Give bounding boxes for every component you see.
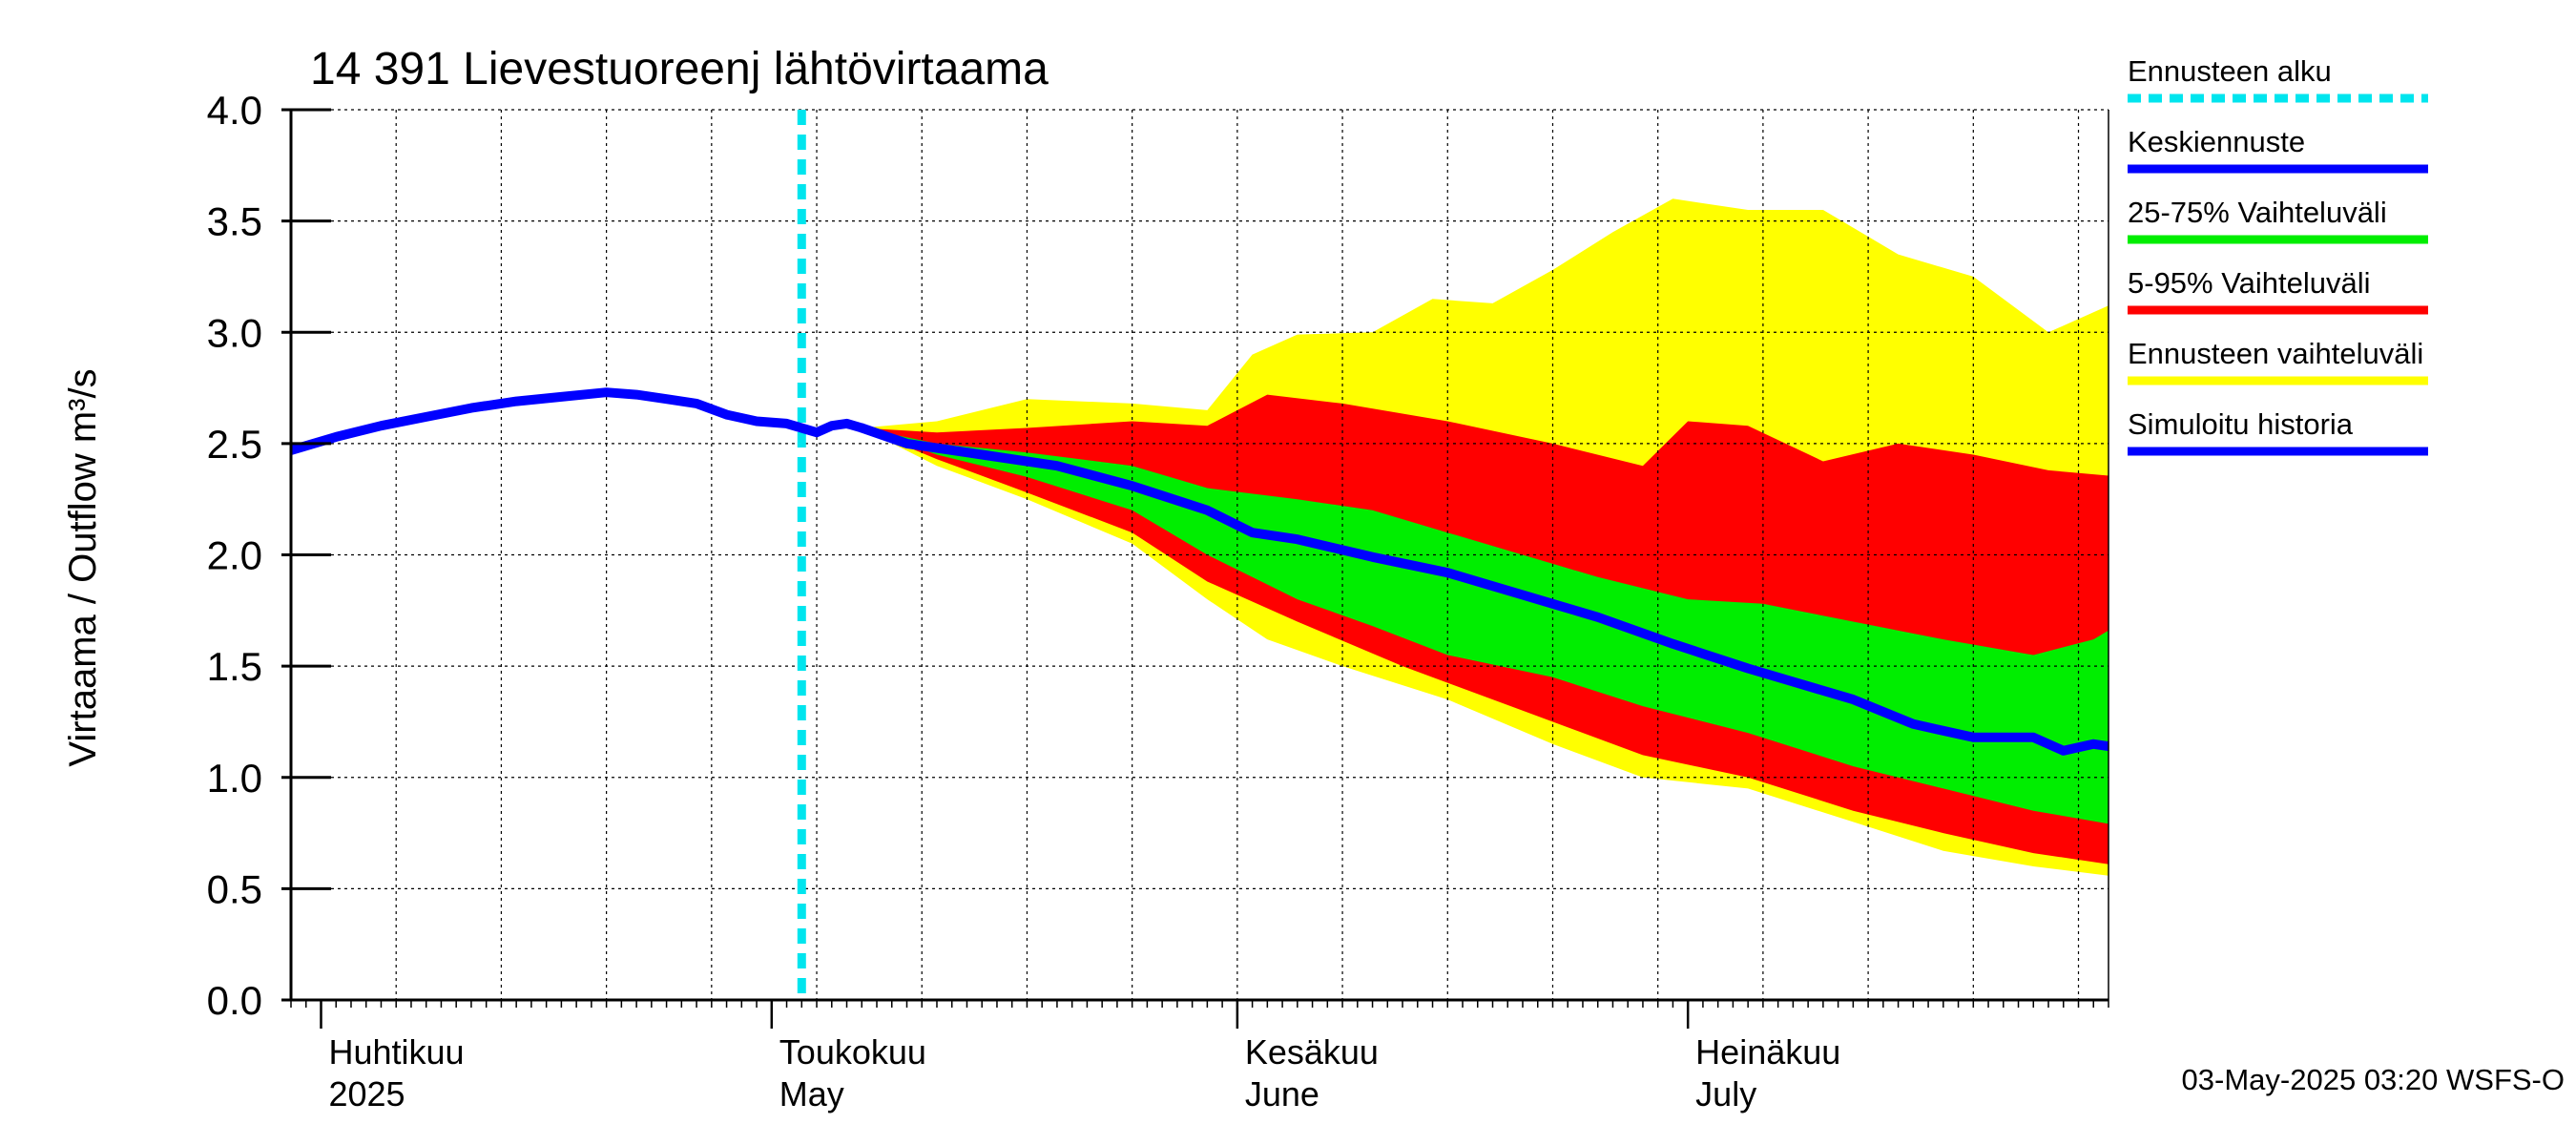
legend-label-1: Ennusteen alku: [2128, 54, 2332, 88]
month-sublabel-3: June: [1245, 1074, 1319, 1114]
y-tick-label: 1.0: [207, 756, 262, 801]
legend-label-5: Ennusteen vaihteluväli: [2128, 337, 2423, 370]
series-lines: [291, 110, 2109, 1000]
chart-title: 14 391 Lievestuoreenj lähtövirtaama: [310, 44, 1049, 94]
legend-label-2: Keskiennuste: [2128, 125, 2305, 158]
y-tick-label: 3.0: [207, 310, 262, 355]
y-tick-label: 0.5: [207, 866, 262, 911]
month-label-1: Huhtikuu: [328, 1032, 464, 1072]
gridlines: [291, 109, 2109, 1000]
y-axis-label: Virtaama / Outflow m³/s: [62, 368, 104, 766]
y-tick-label: 0.0: [207, 978, 262, 1023]
timestamp-label: 03-May-2025 03:20 WSFS-O: [2182, 1063, 2565, 1096]
month-label-2: Toukokuu: [779, 1032, 926, 1072]
legend-label-4: 5-95% Vaihteluväli: [2128, 266, 2370, 300]
legend: Ennusteen alku Keskiennuste 25-75% Vaihtel…: [2128, 54, 2428, 456]
month-sublabel-4: July: [1695, 1074, 1756, 1114]
legend-label-3: 25-75% Vaihteluväli: [2128, 196, 2387, 229]
forecast-bands: [862, 198, 2109, 876]
month-sublabel-1: 2025: [328, 1074, 405, 1114]
y-tick-label: 2.0: [207, 533, 262, 578]
month-label-3: Kesäkuu: [1245, 1032, 1379, 1072]
y-tick-label: 3.5: [207, 199, 262, 244]
mean-forecast-line: [857, 423, 2109, 756]
legend-label-6: Simuloitu historia: [2128, 407, 2354, 441]
band-25-75: [862, 427, 2109, 824]
history-line: [291, 387, 867, 455]
y-tick-label: 2.5: [207, 422, 262, 467]
month-sublabel-2: May: [779, 1074, 844, 1114]
y-tick-label: 4.0: [207, 88, 262, 133]
y-tick-label: 1.5: [207, 644, 262, 689]
month-label-4: Heinäkuu: [1695, 1032, 1840, 1072]
